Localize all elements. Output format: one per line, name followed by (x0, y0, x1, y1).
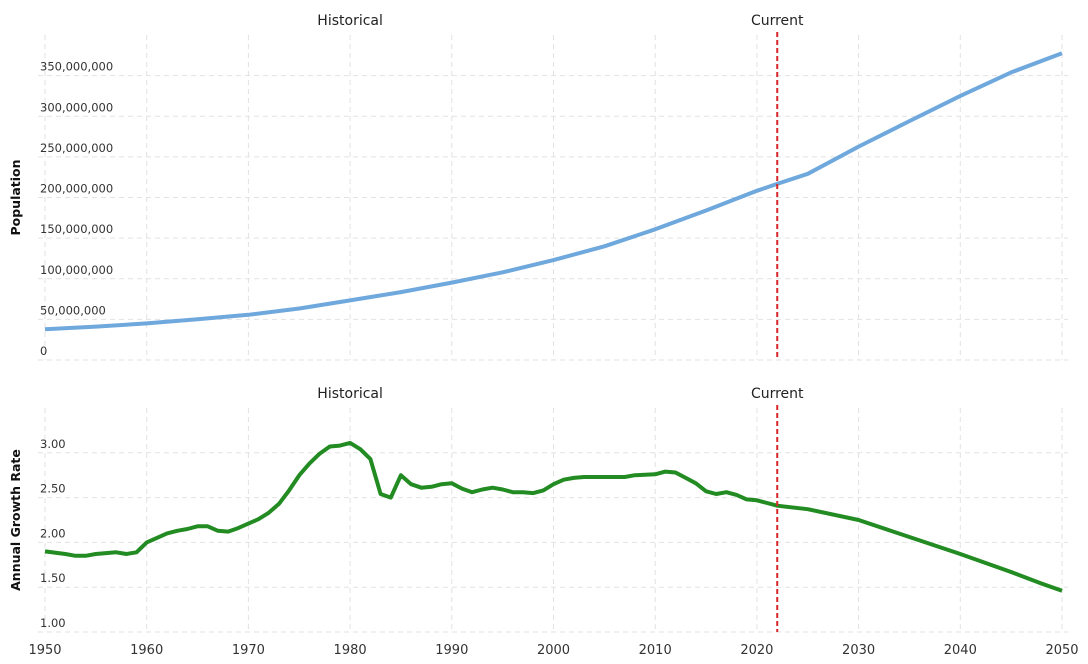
x-tick-label: 1980 (334, 643, 367, 658)
y-tick-label: 350,000,000 (40, 60, 113, 74)
y-tick-label: 100,000,000 (40, 263, 113, 277)
x-tick-label: 2030 (842, 643, 875, 658)
x-tick-label: 1960 (130, 643, 163, 658)
y-tick-label: 3.00 (40, 437, 66, 451)
data-line (44, 51, 1063, 332)
y-tick-label: 50,000,000 (40, 303, 106, 317)
x-tick-label: 1970 (232, 643, 265, 658)
x-tick-label: 2000 (537, 643, 570, 658)
y-tick-label: 1.00 (40, 616, 66, 630)
y-tick-label: 0 (40, 344, 47, 358)
x-tick-label: 2040 (944, 643, 977, 658)
annotation: Historical (317, 13, 383, 29)
annotation: Current (751, 13, 804, 29)
y-tick-label: 250,000,000 (40, 141, 113, 155)
x-tick-label: 2020 (740, 643, 773, 658)
y-tick-label: 2.00 (40, 526, 66, 540)
y-tick-label: 200,000,000 (40, 182, 113, 196)
x-tick-label: 1990 (435, 643, 468, 658)
y-axis-title: Annual Growth Rate (8, 449, 23, 591)
annotation: Historical (317, 386, 383, 402)
annotation: Current (751, 386, 804, 402)
y-tick-label: 2.50 (40, 482, 66, 496)
y-axis-title: Population (8, 159, 23, 235)
data-line (44, 440, 1063, 593)
y-tick-label: 300,000,000 (40, 100, 113, 114)
y-tick-label: 1.50 (40, 571, 66, 585)
y-tick-label: 150,000,000 (40, 222, 113, 236)
x-tick-label: 2010 (639, 643, 672, 658)
x-tick-label: 1950 (28, 643, 61, 658)
x-tick-label: 2050 (1045, 643, 1078, 658)
